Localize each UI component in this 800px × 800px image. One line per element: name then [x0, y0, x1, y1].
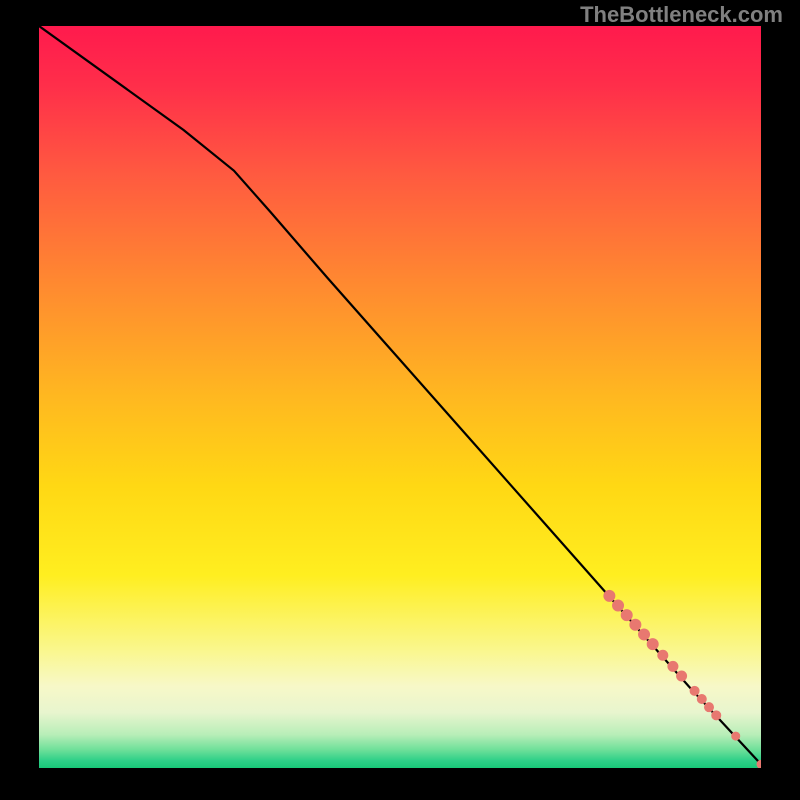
watermark-text: TheBottleneck.com	[580, 2, 783, 28]
outer-frame: TheBottleneck.com	[0, 0, 800, 800]
data-marker	[621, 610, 632, 621]
gradient-background	[39, 26, 761, 768]
data-marker	[732, 732, 740, 740]
plot-area	[39, 26, 761, 768]
data-marker	[697, 694, 706, 703]
data-marker	[705, 703, 714, 712]
data-marker	[712, 711, 721, 720]
data-marker	[690, 686, 699, 695]
data-marker	[604, 590, 615, 601]
data-marker	[658, 650, 668, 660]
data-marker	[668, 661, 678, 671]
data-marker	[630, 619, 641, 630]
data-marker	[613, 600, 624, 611]
data-marker	[647, 639, 658, 650]
data-marker	[757, 760, 761, 768]
data-marker	[639, 629, 650, 640]
data-marker	[677, 671, 687, 681]
